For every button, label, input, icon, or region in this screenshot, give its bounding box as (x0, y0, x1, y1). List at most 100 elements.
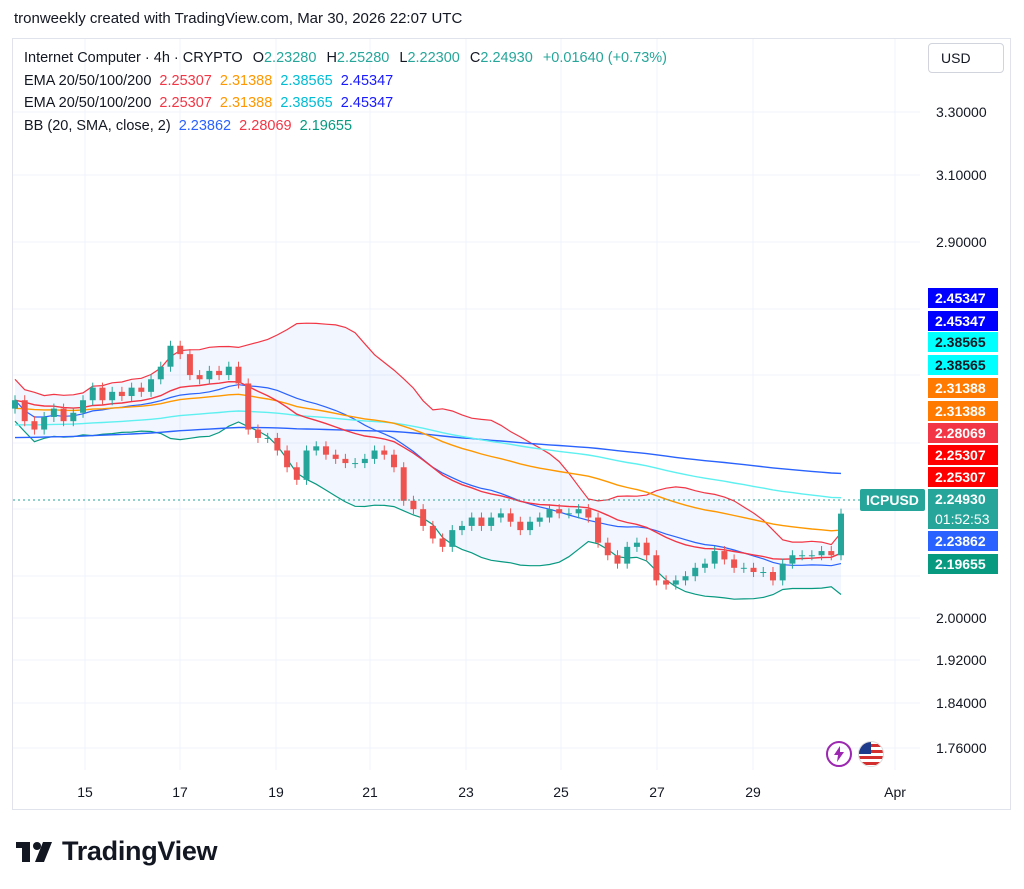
candle-body (556, 509, 563, 514)
candle-body (468, 517, 475, 526)
candle-body (740, 567, 747, 569)
candle (585, 504, 592, 523)
ema-row-1: EMA 20/50/100/200 2.25307 2.31388 2.3856… (24, 70, 667, 93)
currency-button[interactable]: USD (928, 43, 1004, 73)
candle-body (274, 437, 281, 451)
candlesticks (12, 340, 844, 590)
x-tick-label: 15 (77, 784, 93, 800)
y-tick-label: 1.92000 (936, 652, 987, 668)
candle-body (585, 509, 592, 518)
close-value: 2.24930 (480, 50, 533, 66)
candle (459, 520, 466, 536)
x-tick-label: 23 (458, 784, 474, 800)
candle-body (769, 572, 776, 581)
candle-body (109, 391, 116, 401)
brand-name: TradingView (62, 836, 218, 866)
ema50-tag: 2.31388 (928, 401, 998, 421)
bb-basis-value: 2.23862 (178, 117, 232, 134)
symbol-row: Internet Computer · 4h · CRYPTO O2.23280… (24, 47, 667, 70)
candle (186, 349, 193, 381)
us-flag-icon[interactable] (858, 741, 884, 767)
candle (109, 386, 116, 406)
bb-upper-line (14, 322, 842, 546)
candle (449, 525, 456, 552)
candle (21, 395, 28, 427)
candle-body (614, 555, 621, 564)
candle-body (663, 580, 670, 585)
candle (701, 558, 708, 573)
candle (361, 453, 368, 469)
ema20-value: 2.25307 (159, 72, 212, 89)
candle (138, 382, 145, 397)
candle (80, 395, 87, 418)
ema200-tag: 2.45347 (928, 311, 998, 331)
candle-body (138, 387, 145, 392)
candle (60, 403, 67, 427)
candle-body (565, 513, 572, 515)
candle-body (497, 513, 504, 518)
candle-body (779, 563, 786, 581)
candle (468, 512, 475, 531)
candle (527, 516, 534, 536)
candle-body (828, 551, 835, 556)
ema50-value: 2.31388 (219, 95, 273, 111)
candle-body (400, 467, 407, 501)
close-label: C (469, 50, 481, 66)
candle-body (89, 387, 96, 401)
candle-body (711, 551, 718, 564)
candle (556, 504, 563, 519)
candle-body (157, 366, 164, 380)
candle-body (167, 345, 174, 367)
last-price-value: 2.24930 (935, 491, 986, 507)
bb-row: BB (20, SMA, close, 2) 2.23862 2.28069 2… (24, 115, 667, 138)
candle (643, 537, 650, 561)
candle (12, 395, 18, 414)
candle-body (245, 383, 252, 430)
x-tick-label: 27 (649, 784, 665, 800)
candle-body (99, 387, 106, 401)
candle (672, 575, 679, 590)
chart-legend: Internet Computer · 4h · CRYPTO O2.23280… (24, 47, 667, 137)
candle-body (478, 517, 485, 526)
last-price-tag: 2.24930 01:52:53 (928, 489, 998, 529)
candle-body (12, 400, 18, 409)
y-tick-label: 1.84000 (936, 695, 987, 711)
candle-body (721, 551, 728, 560)
open-label: O (252, 50, 264, 66)
candle-body (420, 509, 427, 526)
candle-body (604, 542, 611, 556)
candle (264, 432, 271, 443)
candle-body (808, 555, 815, 557)
candle (604, 537, 611, 561)
candle (692, 562, 699, 582)
moving-averages (14, 380, 842, 560)
candle-body (575, 509, 582, 514)
candle (711, 546, 718, 569)
candle-body (225, 366, 232, 376)
lightning-icon[interactable] (826, 741, 852, 767)
bb-lower-line (14, 420, 842, 600)
candle (731, 554, 738, 573)
candle (254, 424, 261, 443)
candle (70, 407, 77, 427)
candle (352, 458, 359, 469)
candle (157, 361, 164, 385)
candle-body (60, 408, 67, 422)
bar-countdown: 01:52:53 (935, 511, 990, 527)
candle (50, 403, 57, 423)
high-label: H (326, 50, 337, 66)
candle-body (128, 387, 135, 397)
candle (838, 508, 844, 561)
candle-body (284, 450, 291, 468)
candle (303, 445, 310, 485)
candle (818, 546, 825, 561)
candle (216, 365, 223, 381)
candle-body (303, 450, 310, 480)
chart-frame[interactable] (12, 38, 1011, 810)
candle (206, 365, 213, 385)
candle (293, 462, 300, 485)
ema200-value: 2.45347 (340, 95, 394, 111)
candle-body (80, 400, 87, 413)
candle-body (322, 446, 329, 455)
